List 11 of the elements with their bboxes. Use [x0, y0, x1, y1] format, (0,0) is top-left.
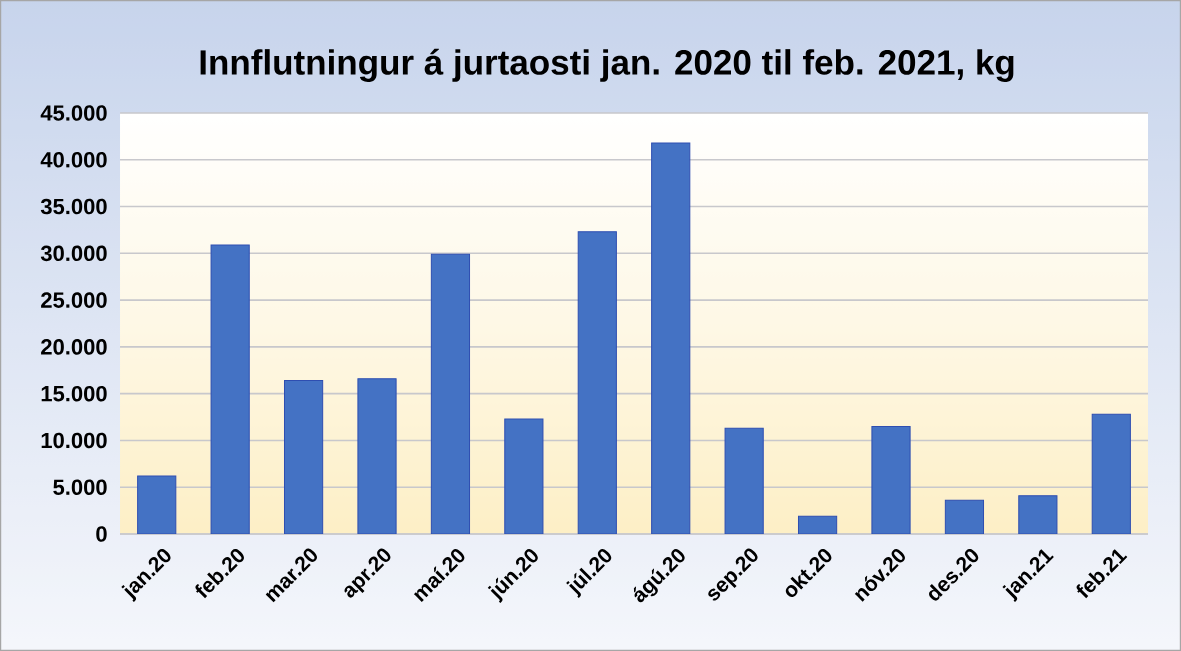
- y-tick-label: 10.000: [41, 432, 107, 449]
- y-tick-label: 30.000: [40, 245, 107, 262]
- y-tick-label: 20.000: [41, 339, 107, 355]
- y-tick-label: 5.000: [53, 479, 107, 495]
- y-tick-label: 35.000: [40, 198, 107, 215]
- y-tick-label: 25.000: [41, 292, 107, 308]
- y-tick-label: 45.000: [40, 105, 107, 121]
- y-tick-label: 15.000: [41, 385, 107, 402]
- chart-title: Innflutningur á jurtaosti jan. 2020 til feb. 2021, kg: [200, 48, 1014, 82]
- y-tick-label: 0: [96, 526, 107, 542]
- y-tick-label: 40.000: [40, 152, 107, 168]
